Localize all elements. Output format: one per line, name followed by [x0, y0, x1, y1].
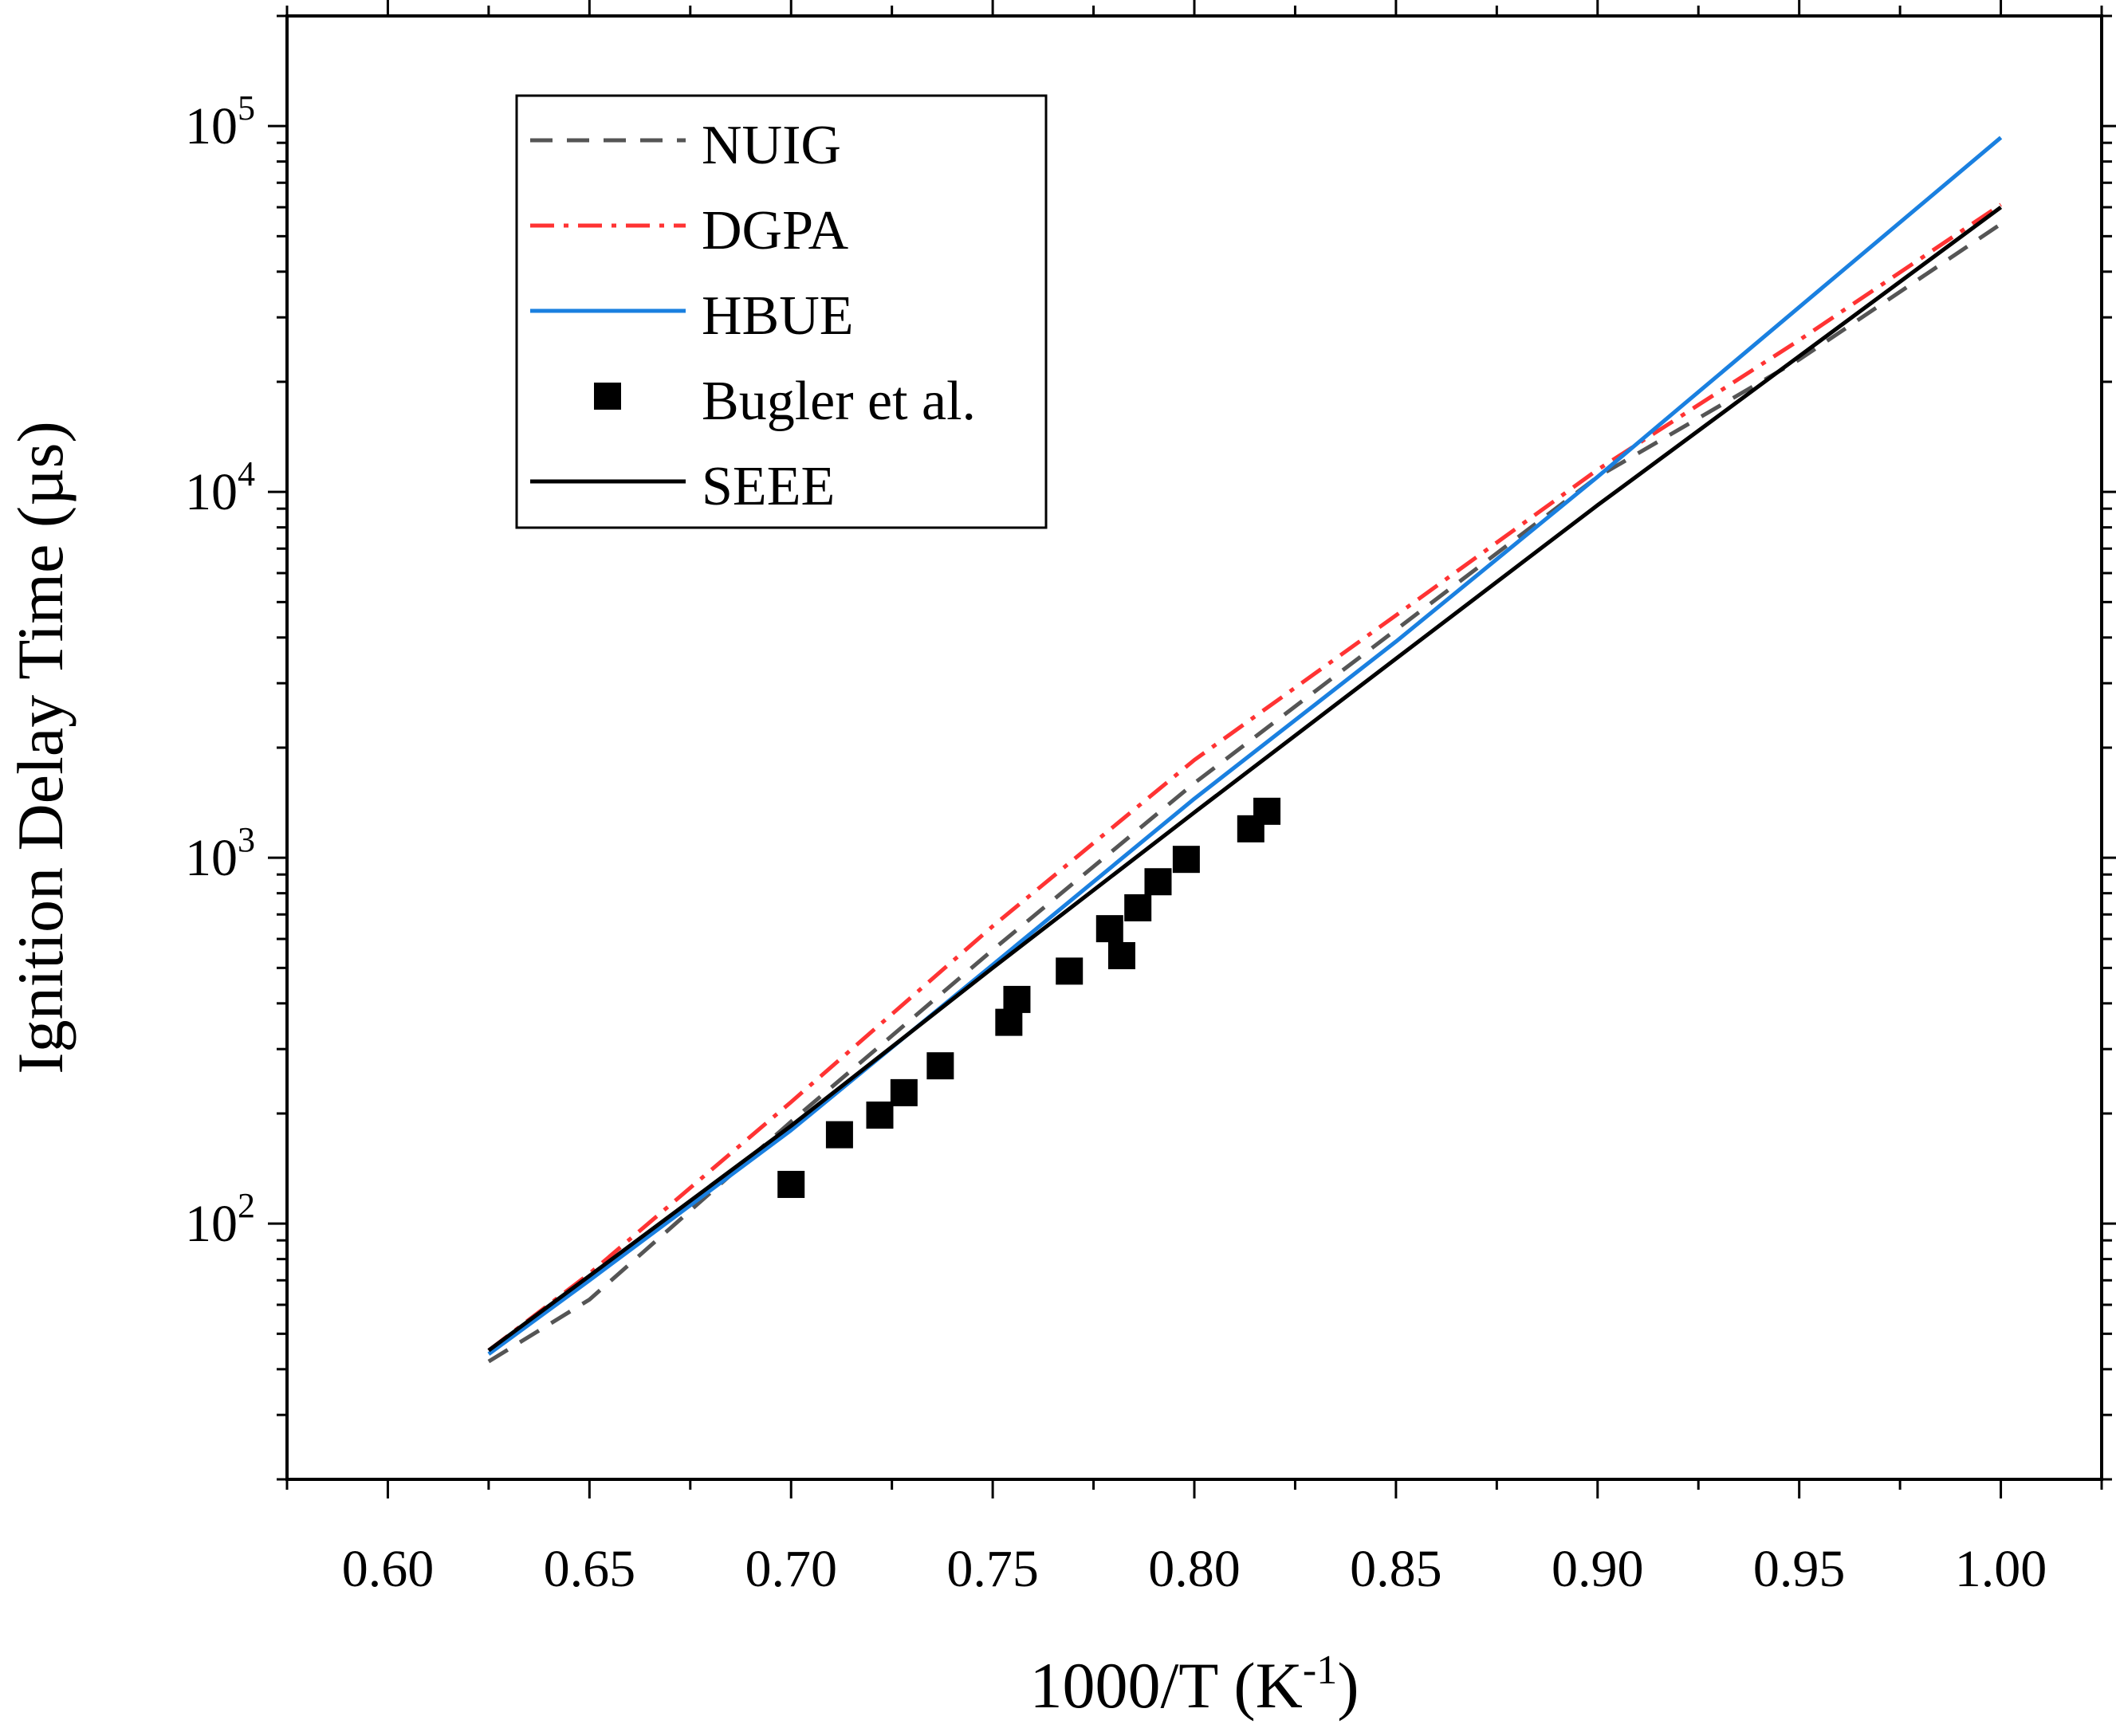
- legend-label-nuig: NUIG: [702, 115, 841, 176]
- y-tick-base: 10: [185, 829, 238, 887]
- y-tick-base: 10: [185, 97, 238, 155]
- y-tick-exponent: 4: [238, 454, 255, 493]
- point-bugler-et-al: [866, 1102, 894, 1129]
- y-axis-title: Ignition Delay Time (µs): [4, 421, 77, 1074]
- point-bugler-et-al: [926, 1052, 954, 1080]
- point-bugler-et-al: [1056, 957, 1084, 985]
- legend-label-seee: SEEE: [702, 456, 835, 517]
- x-tick-label: 0.70: [745, 1540, 837, 1598]
- point-bugler-et-al: [825, 1121, 853, 1149]
- y-tick-exponent: 2: [238, 1186, 255, 1225]
- y-tick-exponent: 5: [238, 88, 255, 128]
- x-tick-label: 1.00: [1955, 1540, 2047, 1598]
- legend-label-bugler: Bugler et al.: [702, 371, 976, 432]
- y-tick-base: 10: [185, 1195, 238, 1253]
- point-bugler-et-al: [1172, 846, 1200, 874]
- legend-label-dgpa: DGPA: [702, 200, 849, 261]
- axes-layer: 0.60 0.65 0.70 0.75 0.80 0.85 0.90 0.95 1.001021…: [185, 0, 2116, 1598]
- x-tick-label: 0.60: [342, 1540, 435, 1598]
- series-line-dgpa: [487, 202, 2002, 1353]
- point-bugler-et-al: [1253, 797, 1281, 825]
- x-axis-title-close: ): [1337, 1649, 1359, 1722]
- point-bugler-et-al: [890, 1078, 918, 1106]
- legend: NUIG DGPA HBUE Bugler et al. SEEE: [515, 94, 1048, 529]
- series-line-seee: [487, 205, 2003, 1353]
- x-tick-label: 0.65: [544, 1540, 636, 1598]
- y-tick-label: 104: [185, 454, 255, 521]
- point-bugler-et-al: [1095, 915, 1123, 943]
- y-tick-label: 103: [185, 820, 255, 887]
- legend-label-hbue: HBUE: [702, 285, 854, 347]
- point-bugler-et-al: [995, 1008, 1023, 1036]
- x-tick-label: 0.90: [1552, 1540, 1644, 1598]
- y-tick-label: 102: [185, 1186, 255, 1253]
- series-layer: [487, 136, 2003, 1364]
- y-tick-exponent: 3: [238, 820, 255, 859]
- y-tick-label: 105: [185, 88, 255, 155]
- point-bugler-et-al: [777, 1170, 805, 1198]
- point-bugler-et-al: [1144, 868, 1172, 896]
- plot-frame: [285, 14, 2103, 1481]
- x-tick-label: 0.80: [1148, 1540, 1241, 1598]
- legend-samples: [530, 138, 686, 484]
- x-axis-title-superscript: -1: [1303, 1648, 1337, 1693]
- x-tick-label: 0.95: [1753, 1540, 1846, 1598]
- point-bugler-et-al: [1003, 985, 1031, 1013]
- point-bugler-et-al: [1107, 942, 1135, 970]
- x-axis-title: 1000/T (K-1): [1029, 1648, 1359, 1722]
- series-line-hbue: [487, 136, 2003, 1356]
- x-tick-label: 0.85: [1350, 1540, 1442, 1598]
- point-bugler-et-al: [1124, 894, 1152, 921]
- y-tick-base: 10: [185, 463, 238, 521]
- legend-marker-bugler-et-al: [594, 383, 621, 410]
- x-tick-label: 0.75: [946, 1540, 1039, 1598]
- x-axis-title-main: 1000/T (K: [1029, 1649, 1302, 1722]
